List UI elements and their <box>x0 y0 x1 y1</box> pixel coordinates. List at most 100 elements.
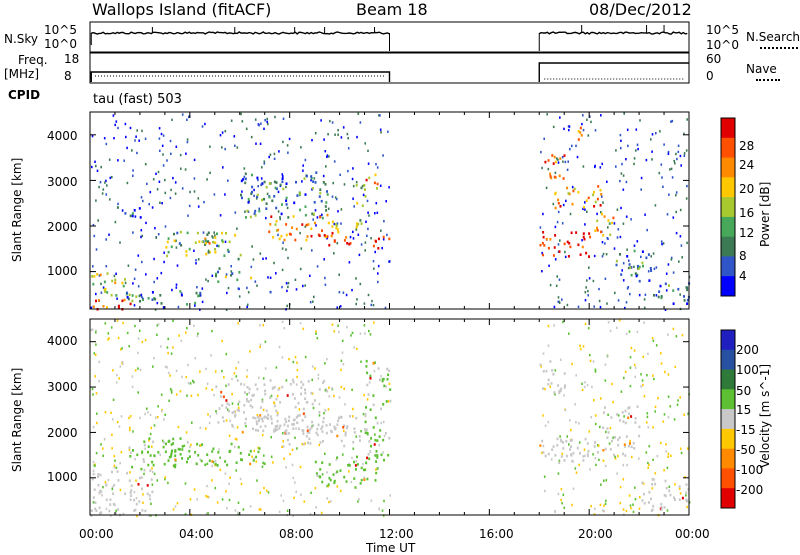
echo-cell <box>234 415 236 418</box>
echo-cell <box>93 488 96 491</box>
echo-cell <box>259 406 262 409</box>
echo-cell <box>293 418 296 422</box>
freq-unit: [MHz] <box>4 67 40 81</box>
echo-cell <box>328 463 331 466</box>
echo-cell <box>283 423 286 426</box>
echo-cell <box>321 216 324 220</box>
scatter-echo-cell <box>243 175 246 179</box>
echo-cell <box>544 454 547 458</box>
echo-cell <box>654 482 657 486</box>
scatter-echo-cell <box>603 510 605 513</box>
echo-cell <box>116 206 119 209</box>
echo-cell <box>166 240 169 244</box>
echo-cell <box>99 473 102 477</box>
echo-cell <box>577 138 580 141</box>
echo-cell <box>279 424 282 428</box>
scatter-echo-cell <box>129 428 131 432</box>
scatter-echo-cell <box>685 149 688 152</box>
echo-cell <box>295 180 297 184</box>
echo-cell <box>151 298 154 301</box>
scatter-echo-cell <box>673 418 676 421</box>
echo-cell <box>263 415 266 419</box>
echo-cell <box>641 499 644 502</box>
echo-cell <box>558 174 561 178</box>
scatter-echo-cell <box>299 322 302 325</box>
scatter-echo-cell <box>97 219 99 222</box>
echo-cell <box>602 449 605 452</box>
scatter-echo-cell <box>224 147 226 151</box>
echo-cell <box>287 419 290 423</box>
scatter-echo-cell <box>652 252 655 255</box>
echo-cell <box>305 238 308 242</box>
scatter-echo-cell <box>161 202 163 205</box>
freq-label: Freq. <box>18 53 48 67</box>
colorbar-swatch <box>721 448 735 469</box>
scatter-echo-cell <box>582 455 584 458</box>
scatter-echo-cell <box>646 228 648 232</box>
vel-cbar-tick: 15 <box>736 403 752 417</box>
scatter-echo-cell <box>613 247 616 250</box>
echo-cell <box>249 462 252 466</box>
scatter-echo-cell <box>292 514 294 518</box>
echo-cell <box>359 439 361 442</box>
echo-cell <box>628 412 631 416</box>
scatter-echo-cell <box>325 165 327 168</box>
scatter-echo-cell <box>578 441 581 444</box>
scatter-echo-cell <box>383 499 385 503</box>
scatter-echo-cell <box>137 254 140 257</box>
echo-cell <box>275 409 278 413</box>
scatter-echo-cell <box>380 375 382 378</box>
echo-cell <box>376 454 379 457</box>
echo-cell <box>265 409 268 413</box>
scatter-echo-cell <box>282 241 284 244</box>
echo-cell <box>349 242 352 245</box>
scatter-echo-cell <box>655 266 658 269</box>
echo-cell <box>281 177 284 180</box>
scatter-echo-cell <box>550 458 553 461</box>
echo-cell <box>572 451 575 455</box>
scatter-echo-cell <box>256 479 258 482</box>
echo-cell <box>345 426 348 430</box>
scatter-echo-cell <box>112 369 114 372</box>
echo-cell <box>685 483 688 486</box>
scatter-echo-cell <box>581 388 584 391</box>
echo-cell <box>179 453 182 456</box>
echo-cell <box>299 208 302 212</box>
scatter-echo-cell <box>645 451 648 454</box>
echo-cell <box>204 239 207 242</box>
echo-cell <box>171 449 173 453</box>
echo-cell <box>602 426 605 430</box>
echo-cell <box>599 204 602 207</box>
echo-cell <box>241 196 243 200</box>
scatter-echo-cell <box>564 408 567 412</box>
scatter-echo-cell <box>370 237 372 240</box>
scatter-echo-cell <box>613 222 616 225</box>
scatter-echo-cell <box>151 483 154 486</box>
scatter-echo-cell <box>156 188 159 191</box>
scatter-echo-cell <box>633 363 636 367</box>
echo-cell <box>554 160 557 164</box>
echo-cell <box>179 230 182 234</box>
echo-cell <box>206 240 209 243</box>
echo-cell <box>197 294 200 298</box>
scatter-echo-cell <box>371 299 373 303</box>
echo-cell <box>626 255 629 258</box>
echo-cell <box>370 437 373 440</box>
scatter-echo-cell <box>269 290 272 294</box>
echo-cell <box>325 201 328 204</box>
scatter-echo-cell <box>311 139 313 142</box>
scatter-echo-cell <box>287 151 289 154</box>
echo-cell <box>214 251 217 254</box>
echo-cell <box>102 305 105 308</box>
echo-cell <box>195 291 198 295</box>
scatter-echo-cell <box>381 378 384 381</box>
colorbar-swatch <box>721 157 735 178</box>
scatter-echo-cell <box>604 242 606 245</box>
scatter-echo-cell <box>679 235 682 238</box>
scatter-echo-cell <box>196 286 198 289</box>
scatter-echo-cell <box>361 184 364 188</box>
power-cbar-tick: 4 <box>739 269 747 283</box>
scatter-echo-cell <box>254 280 257 283</box>
scatter-echo-cell <box>122 362 124 365</box>
